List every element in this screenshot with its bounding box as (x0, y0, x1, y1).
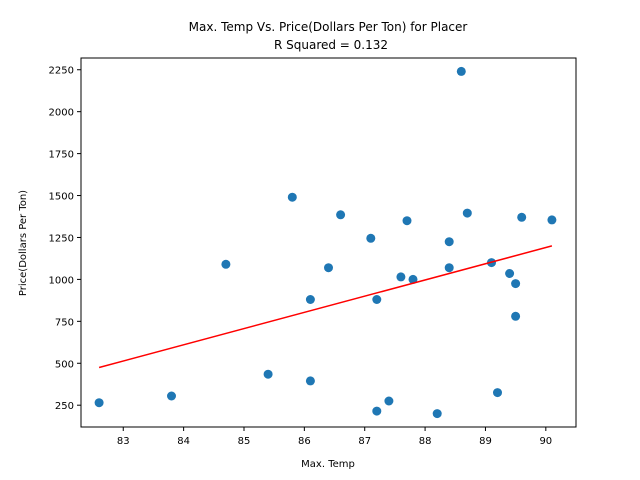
data-point (511, 279, 521, 289)
x-tick-label: 89 (479, 436, 492, 447)
data-point (372, 406, 382, 416)
data-point (402, 216, 412, 226)
data-point (305, 295, 315, 304)
plot-area: 83 84 85 86 87 88 89 90 250 500 750 1000 1250 1500 175… (49, 57, 577, 447)
y-tick-label: 2250 (49, 66, 74, 77)
x-tick-label: 88 (419, 436, 432, 447)
data-point (396, 272, 406, 282)
x-tick-label: 83 (117, 436, 130, 447)
data-point (432, 409, 442, 419)
data-point (384, 396, 394, 406)
data-point (408, 274, 418, 284)
data-point (336, 210, 346, 220)
data-point (505, 269, 515, 278)
data-point (221, 259, 231, 269)
data-point (444, 263, 454, 273)
x-tick-label: 86 (298, 436, 311, 447)
data-point (287, 192, 297, 202)
chart-subtitle: R Squared = 0.132 (274, 38, 388, 52)
y-tick-label: 500 (55, 359, 74, 370)
data-point (324, 263, 333, 273)
x-tick-label: 84 (177, 436, 190, 447)
data-point (444, 237, 454, 247)
data-point (263, 369, 273, 379)
x-tick-label: 87 (358, 436, 371, 447)
data-point (366, 233, 376, 243)
y-tick-label: 1250 (49, 233, 74, 244)
y-axis-label: Price(Dollars Per Ton) (18, 190, 29, 296)
y-tick-label: 250 (55, 401, 74, 412)
y-tick-label: 1750 (49, 150, 74, 161)
y-tick-label: 1000 (49, 275, 74, 286)
regression-line (98, 245, 553, 369)
data-point (547, 215, 557, 225)
x-tick-label: 85 (238, 436, 251, 447)
data-point (305, 376, 315, 386)
data-point (94, 398, 104, 408)
y-tick-label: 750 (55, 317, 74, 328)
x-tick-label: 90 (539, 436, 552, 447)
y-tick-label: 1500 (49, 192, 74, 203)
data-point (517, 212, 527, 222)
x-axis-label: Max. Temp (301, 459, 355, 470)
y-tick-label: 2000 (49, 108, 74, 119)
chart-title: Max. Temp Vs. Price(Dollars Per Ton) for… (189, 20, 468, 34)
data-point (167, 391, 176, 401)
data-point (493, 388, 502, 398)
data-point (462, 208, 472, 218)
data-point (511, 311, 521, 321)
data-point (372, 295, 382, 304)
data-point (456, 66, 466, 76)
axes-frame (80, 57, 577, 428)
